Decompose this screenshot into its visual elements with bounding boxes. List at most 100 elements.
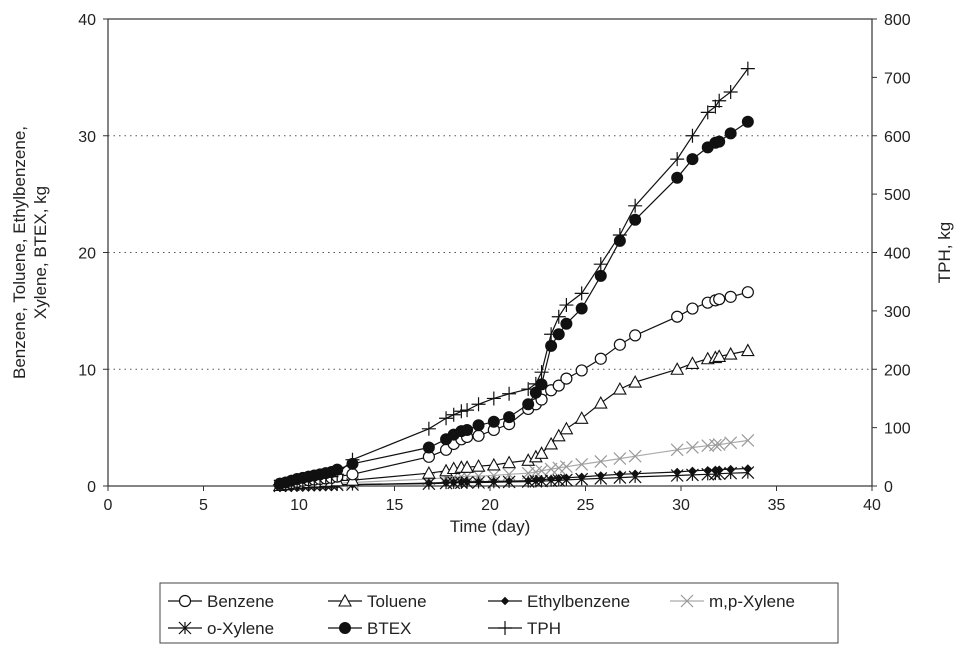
y-tick-label-2: 20 <box>78 246 96 263</box>
legend-label-m-p-xylene: m,p-Xylene <box>709 592 795 611</box>
legend: Benzene Toluene Ethylbenzene m,p-Xylene o-Xy… <box>159 582 839 644</box>
point-ethylbenzene-23 <box>546 474 556 484</box>
point-tph-13 <box>439 411 454 426</box>
point-tph-19 <box>502 386 517 401</box>
x-tick-label-7: 35 <box>768 497 786 514</box>
point-ethylbenzene-35 <box>726 464 735 474</box>
point-benzene-11 <box>346 468 359 481</box>
x-tick-label-5: 25 <box>577 497 595 514</box>
point-toluene-31 <box>685 356 700 369</box>
legend-item-toluene: Toluene <box>328 592 427 611</box>
legend-marker-ethylbenzene <box>500 596 510 606</box>
point-ethylbenzene-22 <box>537 475 546 484</box>
point-ethylbenzene-26 <box>577 472 586 482</box>
point-toluene-26 <box>574 411 589 424</box>
x-tick-label-2: 10 <box>290 497 308 514</box>
legend-marker-tph <box>498 621 512 635</box>
y2-tick-label-6: 600 <box>884 129 911 146</box>
point-btex-16 <box>461 423 474 436</box>
point-btex-18 <box>487 415 500 428</box>
point-btex-31 <box>686 153 699 166</box>
point-benzene-34 <box>713 293 726 306</box>
point-toluene-12 <box>421 466 436 479</box>
y2-tick-label-5: 500 <box>884 187 911 204</box>
point-btex-36 <box>741 115 754 128</box>
point-benzene-36 <box>741 286 754 299</box>
point-benzene-26 <box>575 364 588 377</box>
point-btex-20 <box>522 398 535 411</box>
series-btex <box>273 115 754 490</box>
legend-label-benzene: Benzene <box>207 592 274 611</box>
legend-item-ethylbenzene: Ethylbenzene <box>488 592 630 611</box>
legend-marker-btex <box>339 622 351 634</box>
y2-tick-label-0: 0 <box>884 479 893 496</box>
y-axis-ticks: 0 10 20 30 40 <box>78 12 108 496</box>
point-benzene-17 <box>472 429 485 442</box>
point-toluene-35 <box>723 346 738 360</box>
point-tph-31 <box>685 128 700 143</box>
point-btex-26 <box>575 302 588 315</box>
point-ethylbenzene-16 <box>462 477 472 487</box>
point-tph-29 <box>628 198 643 213</box>
point-ethylbenzene-24 <box>554 474 563 483</box>
point-ethylbenzene-29 <box>630 469 640 478</box>
y-tick-label-0: 0 <box>87 479 96 496</box>
point-ethylbenzene-19 <box>504 476 514 486</box>
point-toluene-25 <box>559 421 574 435</box>
point-tph-21 <box>528 376 543 391</box>
point-m-p-xylene-25 <box>559 460 573 474</box>
point-btex-35 <box>724 127 737 140</box>
legend-item-benzene: Benzene <box>168 592 274 611</box>
legend-marker-m-p-xylene <box>680 594 694 608</box>
point-m-p-xylene-34 <box>712 438 726 451</box>
series-layer <box>272 61 755 493</box>
point-toluene-19 <box>502 455 517 469</box>
legend-label-btex: BTEX <box>367 619 411 638</box>
point-toluene-22 <box>534 446 549 459</box>
x-tick-label-3: 15 <box>386 497 404 514</box>
point-tph-22 <box>534 365 549 380</box>
point-tph-11 <box>345 452 360 467</box>
point-tph-34 <box>712 93 727 108</box>
gridlines <box>108 135 872 370</box>
point-m-p-xylene-31 <box>686 441 699 454</box>
x-tick-label-0: 0 <box>104 497 113 514</box>
legend-box <box>159 582 839 644</box>
point-ethylbenzene-18 <box>489 477 499 486</box>
point-m-p-xylene-26 <box>575 457 589 471</box>
point-toluene-23 <box>544 436 559 450</box>
point-toluene-30 <box>670 362 685 375</box>
point-ethylbenzene-30 <box>672 467 682 477</box>
legend-items: Benzene Toluene Ethylbenzene m,p-Xylene o-Xy… <box>168 592 795 638</box>
point-m-p-xylene-30 <box>670 443 684 457</box>
point-toluene-29 <box>628 374 643 388</box>
point-m-p-xylene-17 <box>472 469 485 483</box>
point-m-p-xylene-29 <box>628 449 642 463</box>
point-tph-14 <box>446 407 461 422</box>
y2-tick-label-4: 400 <box>884 246 911 263</box>
point-tph-17 <box>471 397 486 412</box>
x-tick-label-8: 40 <box>863 497 881 514</box>
point-toluene-17 <box>471 459 486 472</box>
x-axis-ticks: 0 5 10 15 20 25 30 35 40 <box>104 486 881 514</box>
point-ethylbenzene-15 <box>457 477 466 487</box>
point-btex-17 <box>472 419 485 432</box>
legend-label-toluene: Toluene <box>367 592 427 611</box>
y-axis-title-line-1: Benzene, Toluene, Ethylbenzene, <box>10 126 29 379</box>
legend-item-m-p-xylene: m,p-Xylene <box>670 592 795 611</box>
point-ethylbenzene-13 <box>441 478 451 487</box>
y-axis-title-line-2: Xylene, BTEX, kg <box>31 186 50 319</box>
x-axis-title: Time (day) <box>450 517 531 536</box>
point-btex-29 <box>629 213 642 226</box>
point-m-p-xylene-33 <box>708 438 722 452</box>
y2-axis-ticks: 0 100 200 300 400 500 600 700 800 <box>872 12 911 496</box>
point-tph-18 <box>486 391 501 406</box>
y2-tick-label-2: 200 <box>884 362 911 379</box>
point-toluene-16 <box>460 460 475 473</box>
series-tph <box>272 61 755 492</box>
point-tph-12 <box>421 421 436 436</box>
point-ethylbenzene-17 <box>474 477 483 486</box>
point-tph-1 <box>278 476 293 491</box>
point-m-p-xylene-21 <box>529 465 543 479</box>
